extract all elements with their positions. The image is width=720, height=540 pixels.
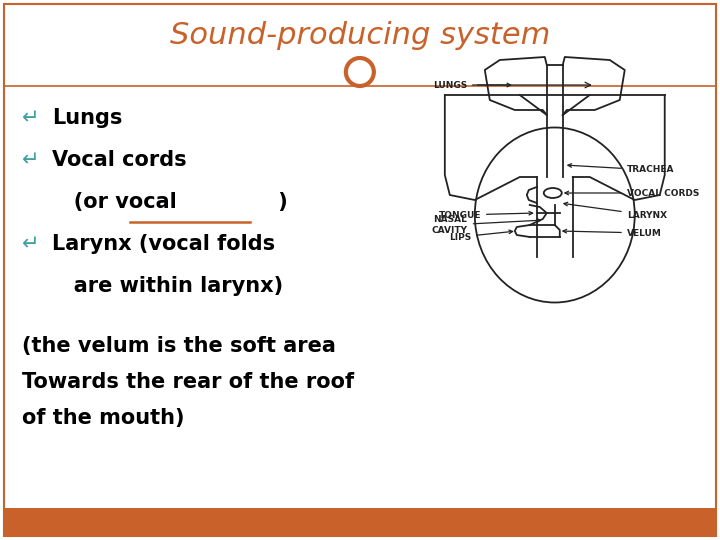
Text: Sound-producing system: Sound-producing system — [170, 22, 550, 51]
Text: TRACHEA: TRACHEA — [568, 164, 674, 174]
Text: (or vocal              ): (or vocal ) — [52, 192, 288, 212]
Text: LUNGS: LUNGS — [433, 80, 510, 90]
Text: of the mouth): of the mouth) — [22, 408, 184, 428]
Text: LIPS: LIPS — [449, 230, 513, 241]
Text: VOCAL CORDS: VOCAL CORDS — [565, 188, 699, 198]
Text: ↵: ↵ — [22, 234, 40, 254]
Text: Larynx (vocal folds: Larynx (vocal folds — [52, 234, 275, 254]
Text: are within larynx): are within larynx) — [52, 276, 283, 296]
Text: ↵: ↵ — [22, 108, 40, 128]
Text: ↵: ↵ — [22, 150, 40, 170]
Text: LARYNX: LARYNX — [564, 202, 667, 219]
Text: (the velum is the soft area: (the velum is the soft area — [22, 336, 336, 356]
Text: Lungs: Lungs — [52, 108, 122, 128]
Text: NASAL
CAVITY: NASAL CAVITY — [432, 215, 541, 235]
Text: Towards the rear of the roof: Towards the rear of the roof — [22, 372, 354, 392]
Text: TONGUE: TONGUE — [438, 211, 533, 219]
Text: VELUM: VELUM — [563, 228, 662, 238]
Bar — [4, 508, 716, 536]
Text: Vocal cords: Vocal cords — [52, 150, 186, 170]
